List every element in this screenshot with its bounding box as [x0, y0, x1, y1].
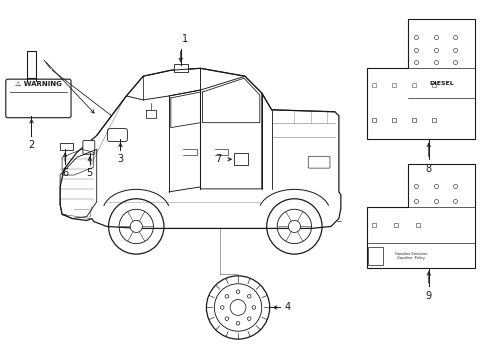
Text: 5: 5: [87, 168, 93, 178]
Circle shape: [287, 220, 300, 232]
Polygon shape: [366, 19, 474, 140]
Text: 9: 9: [425, 291, 431, 301]
Text: 6: 6: [62, 168, 68, 178]
Text: Gasoline Emission
Gasoline  Policy: Gasoline Emission Gasoline Policy: [394, 252, 426, 260]
Text: 1: 1: [181, 34, 187, 44]
Text: 8: 8: [425, 164, 431, 174]
FancyBboxPatch shape: [83, 140, 94, 154]
Circle shape: [230, 300, 245, 315]
FancyBboxPatch shape: [60, 143, 72, 150]
Circle shape: [130, 220, 142, 232]
Text: DIESEL: DIESEL: [428, 81, 453, 86]
FancyBboxPatch shape: [107, 129, 127, 141]
FancyBboxPatch shape: [6, 79, 71, 118]
Polygon shape: [366, 164, 474, 268]
Text: 3: 3: [117, 154, 123, 164]
FancyBboxPatch shape: [234, 153, 247, 165]
FancyBboxPatch shape: [173, 64, 187, 72]
Text: 4: 4: [284, 302, 290, 312]
Circle shape: [206, 276, 269, 339]
Text: ⚠ WARNING: ⚠ WARNING: [15, 81, 62, 87]
Text: 2: 2: [28, 140, 34, 150]
Text: 7: 7: [215, 154, 221, 164]
